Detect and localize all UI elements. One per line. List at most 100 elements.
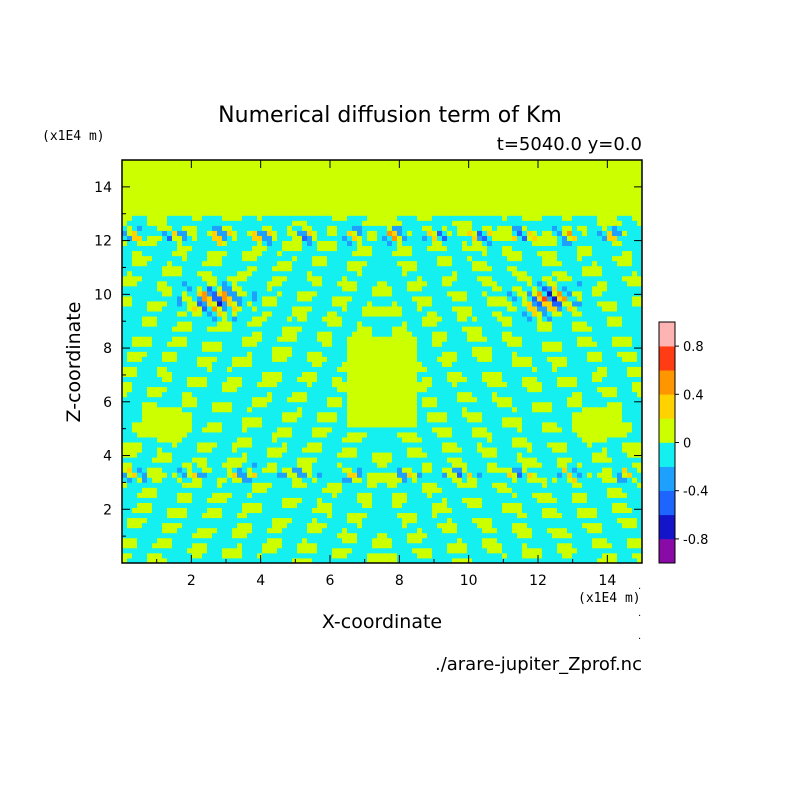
- heatmap-cell: [502, 487, 508, 493]
- heatmap-cell: [547, 547, 553, 554]
- heatmap-cell: [632, 391, 638, 398]
- heatmap-cell: [507, 401, 513, 408]
- heatmap-cell: [192, 416, 198, 423]
- heatmap-cell: [402, 421, 408, 428]
- heatmap-cell: [447, 462, 453, 468]
- heatmap-cell: [472, 497, 478, 503]
- heatmap-cell: [302, 366, 308, 372]
- heatmap-cell: [352, 396, 358, 403]
- heatmap-cell: [402, 497, 408, 503]
- heatmap-cell: [217, 462, 223, 468]
- heatmap-cell: [592, 426, 598, 433]
- heatmap-cell: [452, 346, 458, 352]
- heatmap-cell: [247, 497, 253, 503]
- heatmap-cell: [197, 502, 203, 508]
- heatmap-cell: [202, 341, 208, 347]
- heatmap-cell: [257, 432, 263, 438]
- heatmap-cell: [522, 351, 528, 357]
- heatmap-cell: [447, 331, 453, 337]
- heatmap-cell: [287, 442, 293, 448]
- heatmap-cell: [342, 457, 348, 463]
- heatmap-cell: [497, 537, 503, 544]
- heatmap-cell: [327, 426, 333, 433]
- heatmap-cell: [312, 351, 318, 357]
- heatmap-cell: [412, 482, 418, 488]
- heatmap-cell: [162, 452, 168, 458]
- heatmap-cell: [387, 512, 393, 519]
- heatmap-cell: [432, 336, 438, 342]
- heatmap-cell: [167, 416, 173, 423]
- heatmap-cell: [382, 487, 388, 493]
- heatmap-cell: [157, 467, 163, 473]
- heatmap-cell: [122, 336, 128, 342]
- heatmap-cell: [167, 326, 173, 332]
- heatmap-cell: [212, 502, 218, 508]
- heatmap-cell: [317, 517, 323, 524]
- heatmap-cell: [162, 361, 168, 367]
- heatmap-cell: [122, 426, 128, 433]
- heatmap-cell: [412, 532, 418, 539]
- heatmap-cell: [387, 457, 393, 463]
- heatmap-cell: [457, 492, 463, 498]
- heatmap-cell: [327, 421, 333, 428]
- heatmap-cell: [537, 426, 543, 433]
- heatmap-cell: [572, 522, 578, 529]
- heatmap-cell: [282, 547, 288, 554]
- heatmap-cell: [612, 416, 618, 423]
- heatmap-cell: [402, 477, 408, 483]
- heatmap-cell: [567, 477, 573, 483]
- heatmap-cell: [437, 447, 443, 453]
- heatmap-cell: [552, 492, 558, 498]
- heatmap-cell: [452, 542, 458, 549]
- heatmap-cell: [252, 361, 258, 367]
- heatmap-cell: [547, 411, 553, 418]
- heatmap-cell: [492, 447, 498, 453]
- heatmap-cell: [237, 527, 243, 534]
- heatmap-cell: [572, 321, 578, 327]
- heatmap-cell: [592, 457, 598, 463]
- heatmap-cell: [132, 487, 138, 493]
- heatmap-cell: [472, 376, 478, 383]
- heatmap-cell: [202, 532, 208, 539]
- heatmap-cell: [507, 321, 513, 327]
- heatmap-cell: [192, 487, 198, 493]
- heatmap-cell: [197, 452, 203, 458]
- heatmap-cell: [462, 527, 468, 534]
- heatmap-cell: [187, 497, 193, 503]
- heatmap-cell: [612, 331, 618, 337]
- heatmap-cell: [602, 321, 608, 327]
- heatmap-cell: [602, 356, 608, 362]
- heatmap-cell: [612, 386, 618, 393]
- heatmap-cell: [352, 447, 358, 453]
- heatmap-cell: [167, 391, 173, 398]
- heatmap-cell: [297, 381, 303, 388]
- heatmap-cell: [332, 411, 338, 418]
- heatmap-cell: [222, 371, 228, 378]
- heatmap-cell: [632, 376, 638, 383]
- heatmap-cell: [487, 406, 493, 413]
- heatmap-cell: [627, 507, 633, 514]
- heatmap-cell: [497, 406, 503, 413]
- heatmap-cell: [367, 552, 373, 559]
- heatmap-cell: [557, 492, 563, 498]
- heatmap-cell: [527, 502, 533, 508]
- heatmap-cell: [212, 467, 218, 473]
- heatmap-cell: [152, 552, 158, 559]
- heatmap-cell: [547, 426, 553, 433]
- heatmap-cell: [562, 426, 568, 433]
- heatmap-cell: [527, 552, 533, 559]
- heatmap-cell: [147, 376, 153, 383]
- heatmap-cell: [452, 537, 458, 544]
- heatmap-cell: [442, 477, 448, 483]
- heatmap-cell: [442, 472, 448, 478]
- heatmap-cell: [352, 361, 358, 367]
- heatmap-cell: [557, 432, 563, 438]
- heatmap-cell: [307, 356, 313, 362]
- heatmap-cell: [242, 356, 248, 362]
- heatmap-cell: [417, 537, 423, 544]
- heatmap-cell: [347, 517, 353, 524]
- heatmap-cell: [492, 482, 498, 488]
- heatmap-cell: [572, 366, 578, 372]
- heatmap-cell: [347, 381, 353, 388]
- heatmap-cell: [537, 532, 543, 539]
